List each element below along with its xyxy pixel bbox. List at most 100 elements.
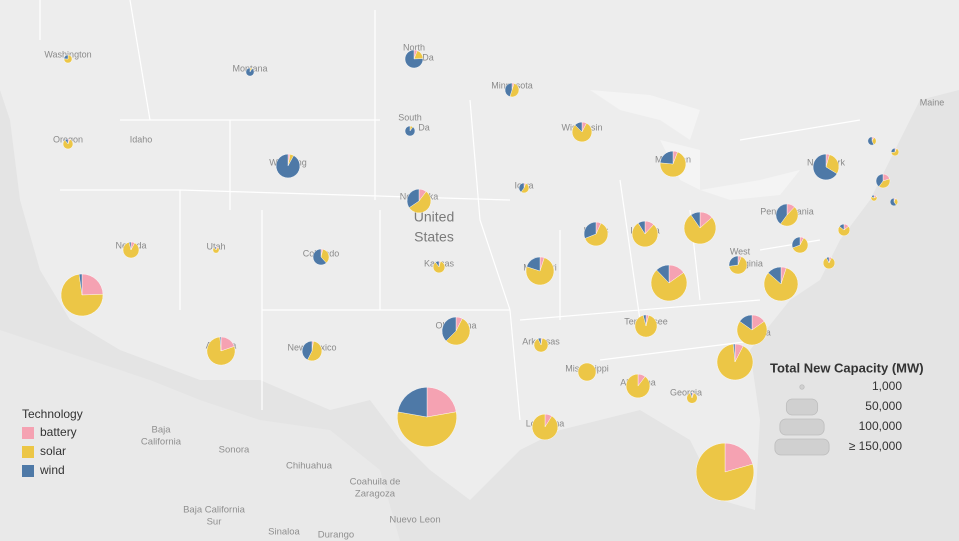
mexico-label: Durango	[318, 530, 354, 541]
pies	[60, 49, 900, 502]
pie-slice	[406, 188, 420, 208]
state-label: Maine	[920, 97, 945, 107]
pie	[245, 67, 255, 77]
pie	[533, 337, 549, 353]
pie-slice	[791, 236, 801, 249]
pie-slice	[275, 153, 301, 179]
pie-slice	[526, 256, 541, 272]
pie	[441, 316, 471, 346]
pie-slice	[643, 314, 647, 327]
pie-slice	[724, 442, 754, 473]
pie-slice	[812, 153, 838, 181]
pie	[397, 387, 457, 447]
pie	[583, 221, 609, 247]
pie-slice	[441, 316, 457, 342]
pie	[404, 125, 416, 137]
pie	[775, 203, 799, 227]
mexico-label: Baja California	[183, 505, 245, 516]
mexico-label: Coahuila de	[350, 477, 401, 488]
pie	[728, 255, 748, 275]
pie-slice	[445, 318, 471, 346]
pie-slice	[736, 321, 768, 346]
legend: Technology battery solar wind Total New Capa…	[22, 360, 924, 477]
pie-slice	[435, 260, 440, 268]
pie	[312, 248, 330, 266]
pie-slice	[728, 256, 748, 275]
pie	[650, 264, 688, 302]
pie-slice	[890, 147, 896, 153]
pie-slice	[404, 49, 424, 69]
pie	[212, 246, 220, 254]
borders	[39, 0, 861, 421]
pie-slice	[656, 264, 670, 284]
pie-slice	[64, 138, 69, 145]
pie	[631, 220, 659, 248]
pie-slice	[426, 387, 457, 418]
pie-slice	[245, 67, 255, 77]
pie-slice	[525, 257, 555, 286]
pie-slice	[728, 255, 739, 267]
pie-slice	[213, 246, 217, 251]
pie	[432, 260, 446, 273]
size-legend-title: Total New Capacity (MW)	[770, 360, 924, 375]
pie-slice	[301, 340, 313, 361]
pie-slice	[397, 411, 457, 447]
country-label: United	[414, 209, 454, 225]
pie-slice	[537, 337, 542, 346]
pie-slice	[122, 242, 140, 259]
pie	[870, 194, 878, 202]
pie-slice	[531, 413, 559, 441]
pie	[525, 256, 555, 286]
pie-slice	[822, 257, 836, 270]
state-label: Washington	[44, 49, 91, 59]
pie	[716, 343, 754, 381]
pie	[695, 442, 755, 502]
pie	[634, 314, 658, 338]
pie-slice	[577, 362, 597, 382]
pie	[837, 223, 851, 237]
pie-slice	[690, 392, 693, 399]
pie	[683, 211, 717, 245]
pie-slice	[637, 220, 646, 235]
pie-slice	[60, 273, 104, 317]
pie	[822, 256, 836, 270]
mexico-label: Chihuahua	[286, 461, 333, 472]
pie-slice	[307, 340, 323, 362]
state-label: Idaho	[130, 134, 153, 144]
pie-slice	[867, 136, 875, 146]
pie	[62, 138, 74, 150]
pie-slice	[408, 191, 432, 214]
pie	[531, 413, 559, 441]
pie-slice	[81, 273, 104, 296]
pie	[518, 182, 530, 194]
mexico-label: Baja	[151, 425, 171, 436]
legend-title: Technology	[22, 407, 83, 421]
pie-slice	[631, 222, 659, 248]
pie-slice	[780, 206, 799, 227]
pie-slice	[763, 267, 799, 302]
pie-slice	[683, 214, 717, 245]
pie	[736, 314, 768, 346]
pie	[686, 392, 698, 404]
state-label: Georgia	[670, 387, 702, 397]
pie-slice	[659, 150, 674, 165]
pie-slice	[634, 315, 658, 338]
pie-slice	[837, 226, 851, 237]
size-legend-shape	[774, 438, 830, 456]
pie-slice	[871, 194, 875, 199]
size-legend-label: 100,000	[859, 419, 903, 433]
size-legend-shape	[799, 384, 805, 390]
pie-slice	[574, 121, 583, 133]
state-label: North	[403, 42, 425, 52]
country-label: States	[414, 229, 454, 245]
state-label: Da	[422, 52, 434, 62]
mexico-label: California	[141, 437, 182, 448]
pie-slice	[826, 256, 830, 264]
pie	[63, 54, 73, 64]
pie-slice	[792, 237, 809, 254]
pie-slice	[583, 221, 597, 239]
pie-slice	[775, 203, 788, 225]
pie-slice	[716, 343, 754, 381]
legend-label: wind	[39, 463, 65, 477]
pie	[301, 340, 323, 362]
